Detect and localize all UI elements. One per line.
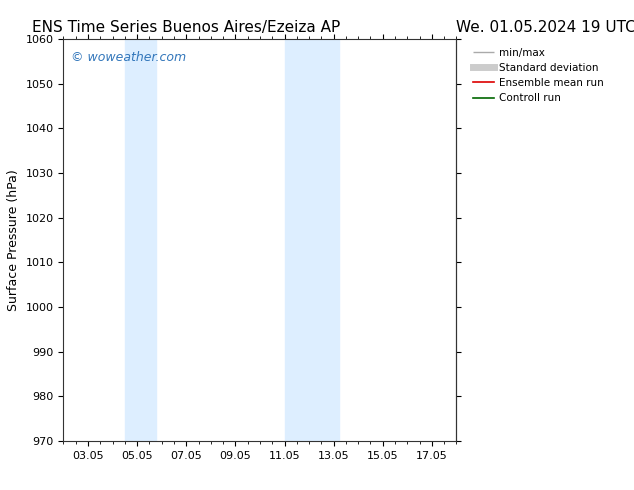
Bar xyxy=(125,39,155,441)
Y-axis label: Surface Pressure (hPa): Surface Pressure (hPa) xyxy=(7,169,20,311)
Bar xyxy=(285,39,308,441)
Legend: min/max, Standard deviation, Ensemble mean run, Controll run: min/max, Standard deviation, Ensemble me… xyxy=(470,45,607,106)
Text: © woweather.com: © woweather.com xyxy=(71,51,186,64)
Text: ENS Time Series Buenos Aires/Ezeiza AP: ENS Time Series Buenos Aires/Ezeiza AP xyxy=(32,20,340,35)
Text: We. 01.05.2024 19 UTC: We. 01.05.2024 19 UTC xyxy=(456,20,634,35)
Bar xyxy=(308,39,339,441)
